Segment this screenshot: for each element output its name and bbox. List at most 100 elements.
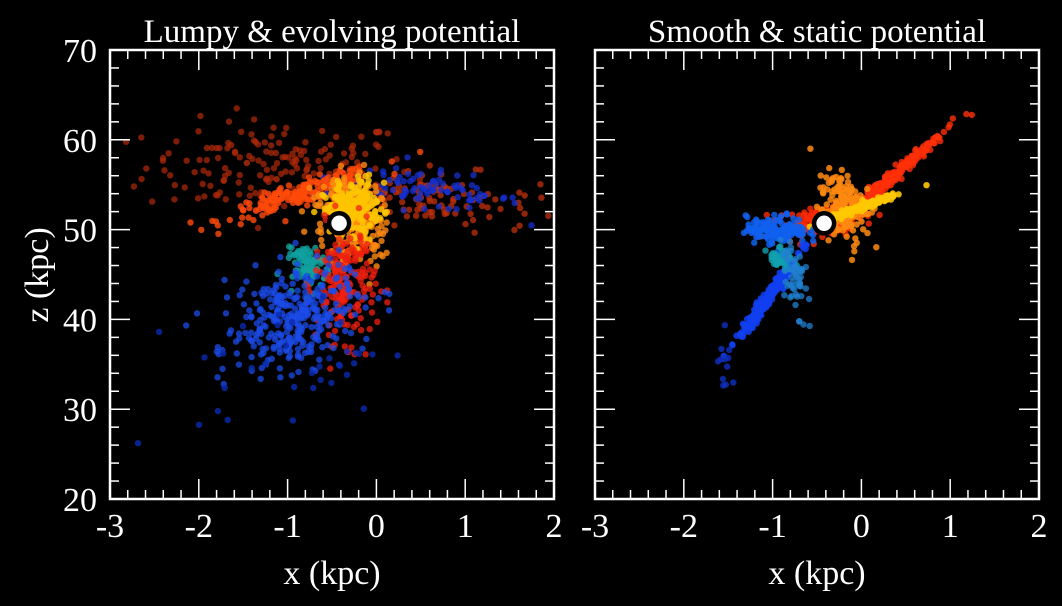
data-point [486, 213, 493, 221]
data-point [277, 253, 284, 261]
data-point [319, 281, 326, 289]
data-point [528, 222, 535, 229]
data-point [231, 149, 239, 157]
data-point [283, 328, 291, 336]
data-point [130, 183, 138, 190]
data-point [414, 206, 421, 213]
y-tick-labels: 20 30 40 50 60 70 [63, 33, 97, 519]
data-point [908, 152, 915, 160]
data-point [236, 171, 243, 179]
data-point [429, 187, 436, 195]
data-point [308, 278, 315, 285]
data-point [319, 293, 327, 300]
data-point [344, 248, 351, 255]
data-point [282, 218, 289, 225]
data-point [800, 244, 807, 252]
data-point [324, 248, 332, 256]
data-point [435, 203, 442, 210]
data-point [386, 176, 393, 184]
data-point [300, 338, 307, 346]
data-point [292, 189, 299, 196]
data-point [476, 190, 484, 198]
data-point [213, 144, 220, 152]
data-point [289, 158, 296, 166]
data-point [721, 322, 728, 329]
data-point [906, 165, 913, 173]
data-point [837, 175, 844, 182]
data-point [835, 198, 842, 206]
data-point [187, 219, 194, 226]
data-point [237, 221, 244, 228]
data-point [275, 268, 282, 275]
data-point [363, 213, 370, 220]
data-point [516, 222, 523, 229]
data-point [847, 188, 854, 196]
data-point [283, 190, 290, 198]
cluster-blue-stream-tip [714, 322, 737, 389]
y-tick-label: 60 [63, 123, 97, 160]
x-tick-label: -2 [670, 508, 698, 545]
data-point [366, 281, 373, 288]
data-point [336, 252, 343, 260]
data-point [792, 255, 799, 263]
data-point [183, 157, 190, 164]
data-point [167, 172, 174, 179]
data-point [316, 171, 323, 178]
data-point [796, 265, 803, 272]
data-point [332, 300, 340, 307]
data-point [171, 196, 178, 203]
data-point [288, 244, 295, 251]
data-point [295, 368, 302, 376]
data-point [214, 154, 222, 162]
data-point [340, 305, 347, 312]
data-point [364, 240, 371, 248]
data-point [817, 172, 824, 179]
data-point [354, 300, 362, 308]
panel-title: Smooth & static potential [648, 14, 986, 50]
data-point [246, 307, 253, 314]
data-point [472, 166, 479, 173]
data-point [326, 255, 333, 262]
data-point [358, 133, 365, 140]
data-point [221, 384, 228, 392]
data-point [362, 294, 369, 301]
data-point [382, 210, 389, 217]
data-point [256, 172, 264, 179]
cluster-lightblue-lower [777, 236, 813, 330]
data-point [769, 240, 776, 247]
data-point [250, 137, 258, 144]
data-point [775, 276, 782, 284]
data-point [325, 322, 332, 329]
data-point [232, 338, 240, 345]
data-point [159, 154, 167, 162]
data-point [864, 229, 871, 237]
data-point [385, 307, 393, 314]
data-point [302, 139, 309, 146]
data-point [351, 271, 359, 278]
data-point [214, 192, 221, 199]
data-point [795, 216, 802, 223]
data-point [353, 224, 360, 231]
data-point [399, 193, 406, 200]
data-point [784, 257, 791, 264]
data-point [292, 239, 299, 247]
data-point [345, 286, 352, 294]
data-point [295, 333, 302, 341]
data-point [968, 111, 975, 119]
data-point [318, 236, 325, 244]
data-point [243, 278, 250, 285]
data-point [351, 311, 359, 318]
data-point [320, 183, 327, 190]
data-point [760, 304, 768, 311]
data-point [303, 167, 310, 174]
data-point [360, 287, 368, 295]
data-point [263, 166, 271, 173]
data-point [802, 285, 810, 292]
data-point [370, 200, 378, 207]
data-point [248, 364, 255, 372]
data-point [363, 204, 370, 212]
data-point [195, 128, 202, 135]
data-point [923, 140, 930, 148]
data-point [362, 304, 369, 311]
data-point [724, 363, 731, 370]
